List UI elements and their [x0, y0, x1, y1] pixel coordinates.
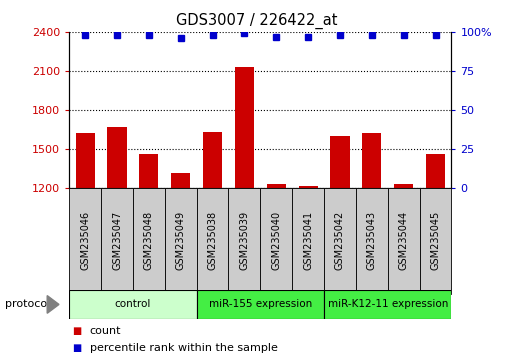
Bar	[356, 188, 388, 294]
Bar	[133, 188, 165, 294]
Text: count: count	[90, 326, 121, 336]
Text: GSM235039: GSM235039	[240, 211, 249, 270]
Bar	[394, 184, 413, 188]
Bar	[330, 136, 349, 188]
Bar	[261, 188, 292, 294]
Bar	[203, 132, 222, 188]
Text: GSM235049: GSM235049	[176, 211, 186, 270]
Text: GSM235046: GSM235046	[80, 211, 90, 270]
Text: GSM235041: GSM235041	[303, 211, 313, 270]
Bar	[165, 188, 196, 294]
Text: protocol: protocol	[5, 299, 50, 309]
Bar	[362, 133, 381, 188]
Bar	[75, 133, 95, 188]
Bar	[324, 290, 451, 319]
Text: control: control	[115, 299, 151, 309]
Bar	[299, 185, 318, 188]
Text: GSM235045: GSM235045	[430, 211, 441, 270]
Bar	[324, 188, 356, 294]
Bar	[140, 154, 159, 188]
Text: GSM235040: GSM235040	[271, 211, 281, 270]
Bar	[101, 188, 133, 294]
Text: GSM235043: GSM235043	[367, 211, 377, 270]
Bar	[426, 154, 445, 188]
Bar	[228, 188, 261, 294]
Text: ■: ■	[72, 326, 81, 336]
Bar	[267, 184, 286, 188]
Text: GSM235038: GSM235038	[208, 211, 218, 270]
Text: percentile rank within the sample: percentile rank within the sample	[90, 343, 278, 353]
Text: miR-K12-11 expression: miR-K12-11 expression	[328, 299, 448, 309]
Text: GSM235042: GSM235042	[335, 211, 345, 270]
Bar	[388, 188, 420, 294]
Bar	[171, 173, 190, 188]
Text: GDS3007 / 226422_at: GDS3007 / 226422_at	[176, 12, 337, 29]
Bar	[292, 188, 324, 294]
Bar	[108, 127, 127, 188]
Text: GSM235047: GSM235047	[112, 211, 122, 270]
Text: GSM235048: GSM235048	[144, 211, 154, 270]
Text: GSM235044: GSM235044	[399, 211, 409, 270]
Text: ■: ■	[72, 343, 81, 353]
Bar	[235, 67, 254, 188]
Bar	[69, 188, 101, 294]
Bar	[196, 188, 228, 294]
Bar	[69, 290, 196, 319]
Text: miR-155 expression: miR-155 expression	[209, 299, 312, 309]
Bar	[420, 188, 451, 294]
Bar	[196, 290, 324, 319]
